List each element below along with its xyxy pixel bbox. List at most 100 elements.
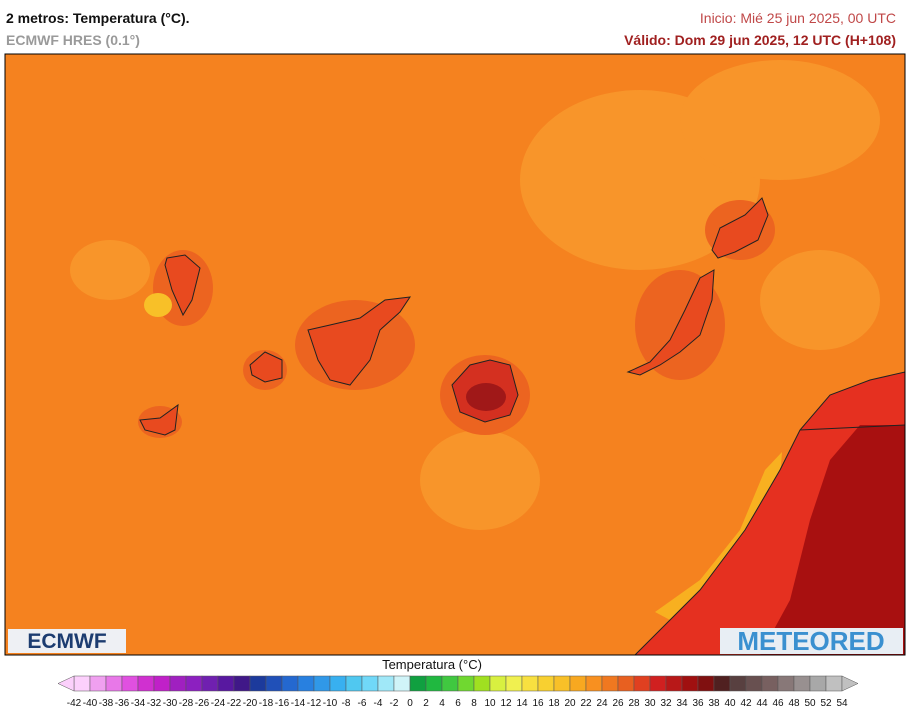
tick-label: 4: [439, 698, 445, 709]
tick-label: -26: [195, 698, 210, 709]
tick-label: 6: [455, 698, 461, 709]
color-swatch: [505, 675, 523, 692]
tick-label: -34: [131, 698, 146, 709]
tenerife: [307, 296, 412, 386]
color-swatch: [489, 675, 507, 692]
tick-label: 28: [628, 698, 640, 709]
tick-label: -6: [358, 698, 367, 709]
tick-label: -2: [390, 698, 399, 709]
color-swatch: [425, 675, 443, 692]
color-swatch: [793, 675, 811, 692]
color-swatch: [521, 675, 539, 692]
tick-label: 34: [676, 698, 688, 709]
ecmwf-logo-box: [8, 629, 126, 653]
color-swatch: [681, 675, 699, 692]
color-swatch: [153, 675, 171, 692]
meteored-logo: METEORED: [737, 626, 884, 656]
color-swatch: [105, 675, 123, 692]
la-gomera: [249, 351, 283, 383]
tick-label: -38: [99, 698, 114, 709]
tick-label: -10: [323, 698, 338, 709]
color-swatch: [601, 675, 619, 692]
title: 2 metros: Temperatura (°C).: [6, 10, 190, 26]
color-swatch: [233, 675, 251, 692]
tick-label: 10: [484, 698, 496, 709]
color-swatch: [441, 675, 459, 692]
color-swatch: [361, 675, 379, 692]
la-palma: [164, 254, 201, 317]
color-swatch: [761, 675, 779, 692]
color-swatch: [553, 675, 571, 692]
map: ECMWF METEORED: [4, 53, 906, 656]
color-swatch: [393, 675, 411, 692]
tick-label: -36: [115, 698, 130, 709]
color-swatch: [457, 675, 475, 692]
tick-label: 42: [740, 698, 752, 709]
color-swatch: [169, 675, 187, 692]
map-frame: [4, 53, 906, 656]
tick-label: -22: [227, 698, 242, 709]
tick-label: 54: [836, 698, 848, 709]
model: ECMWF HRES (0.1°): [6, 32, 140, 48]
tick-label: -40: [83, 698, 98, 709]
color-swatch: [473, 675, 491, 692]
el-hierro: [139, 403, 179, 436]
tick-label: 22: [580, 698, 592, 709]
tick-label: -20: [243, 698, 258, 709]
tick-label: -42: [67, 698, 82, 709]
tick-label: 16: [532, 698, 544, 709]
color-swatch: [265, 675, 283, 692]
tick-label: -24: [211, 698, 226, 709]
tick-label: 30: [644, 698, 656, 709]
color-swatch: [729, 675, 747, 692]
tick-label: 20: [564, 698, 576, 709]
tick-label: 8: [471, 698, 477, 709]
valid-time: Válido: Dom 29 jun 2025, 12 UTC (H+108): [624, 32, 896, 48]
color-swatch: [137, 675, 155, 692]
tick-label: 24: [596, 698, 608, 709]
ecmwf-logo: ECMWF: [27, 630, 106, 653]
colorbar-title: Temperatura (°C): [382, 657, 482, 672]
tick-label: -28: [179, 698, 194, 709]
tick-label: -14: [291, 698, 306, 709]
gran-canaria-core: [466, 383, 506, 411]
color-swatch: [329, 675, 347, 692]
tick-label: 18: [548, 698, 560, 709]
color-swatch: [121, 675, 139, 692]
fuerteventura: [626, 269, 715, 376]
color-swatch: [89, 675, 107, 692]
lanzarote: [711, 197, 769, 259]
tick-label: 2: [423, 698, 429, 709]
color-swatch: [409, 675, 427, 692]
color-swatch: [569, 675, 587, 692]
color-swatch: [297, 675, 315, 692]
high-arrow: [841, 675, 859, 692]
tick-label: 44: [756, 698, 768, 709]
tick-label: -12: [307, 698, 322, 709]
tick-label: 48: [788, 698, 800, 709]
tick-label: 26: [612, 698, 624, 709]
color-swatch: [377, 675, 395, 692]
color-swatch: [825, 675, 843, 692]
tick-label: -16: [275, 698, 290, 709]
color-swatch: [745, 675, 763, 692]
tick-label: 52: [820, 698, 832, 709]
tick-label: 50: [804, 698, 816, 709]
color-swatch: [537, 675, 555, 692]
border: [799, 424, 906, 431]
tick-label: 46: [772, 698, 784, 709]
color-swatch: [217, 675, 235, 692]
tick-label: 12: [500, 698, 512, 709]
tick-label: 38: [708, 698, 720, 709]
color-swatch: [313, 675, 331, 692]
tick-label: -8: [342, 698, 351, 709]
color-swatch: [185, 675, 203, 692]
tick-label: -4: [374, 698, 383, 709]
color-swatch: [249, 675, 267, 692]
color-swatch: [697, 675, 715, 692]
low-arrow: [57, 675, 75, 692]
color-swatch: [713, 675, 731, 692]
tick-label: 40: [724, 698, 736, 709]
tick-label: 36: [692, 698, 704, 709]
